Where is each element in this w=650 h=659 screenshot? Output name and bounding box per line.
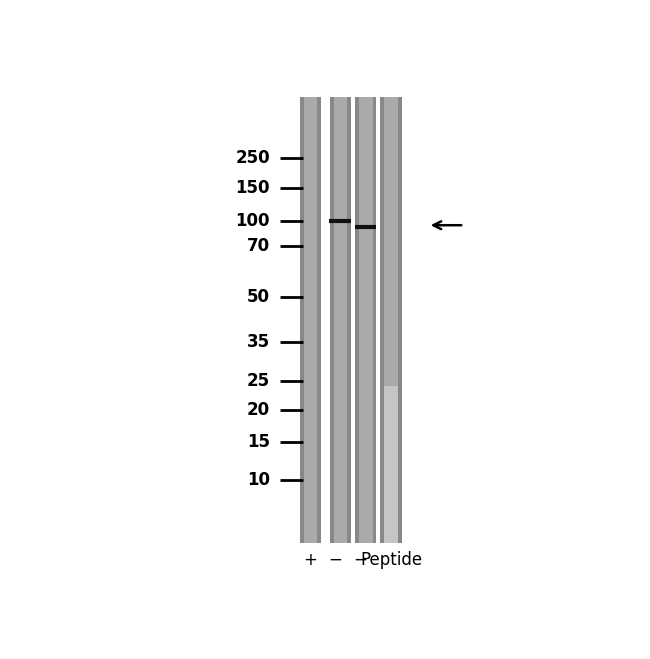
- Text: 50: 50: [247, 288, 270, 306]
- Text: 20: 20: [247, 401, 270, 419]
- Bar: [372, 97, 376, 544]
- Text: 10: 10: [247, 471, 270, 489]
- Text: 35: 35: [247, 333, 270, 351]
- Text: Peptide: Peptide: [360, 551, 422, 569]
- Text: 70: 70: [247, 237, 270, 254]
- Bar: [384, 386, 398, 544]
- Bar: [300, 97, 321, 544]
- Bar: [330, 97, 351, 544]
- Text: −: −: [354, 551, 367, 569]
- Text: 100: 100: [236, 212, 270, 230]
- Text: 150: 150: [236, 179, 270, 197]
- Bar: [317, 97, 321, 544]
- Bar: [300, 97, 304, 544]
- Bar: [348, 97, 351, 544]
- Bar: [330, 97, 334, 544]
- Text: 15: 15: [247, 433, 270, 451]
- Bar: [356, 97, 359, 544]
- Bar: [380, 97, 384, 544]
- Text: 25: 25: [247, 372, 270, 390]
- Text: 250: 250: [235, 149, 270, 167]
- Text: +: +: [304, 551, 317, 569]
- Bar: [356, 97, 376, 544]
- Bar: [380, 97, 402, 544]
- Text: −: −: [328, 551, 342, 569]
- Bar: [398, 97, 402, 544]
